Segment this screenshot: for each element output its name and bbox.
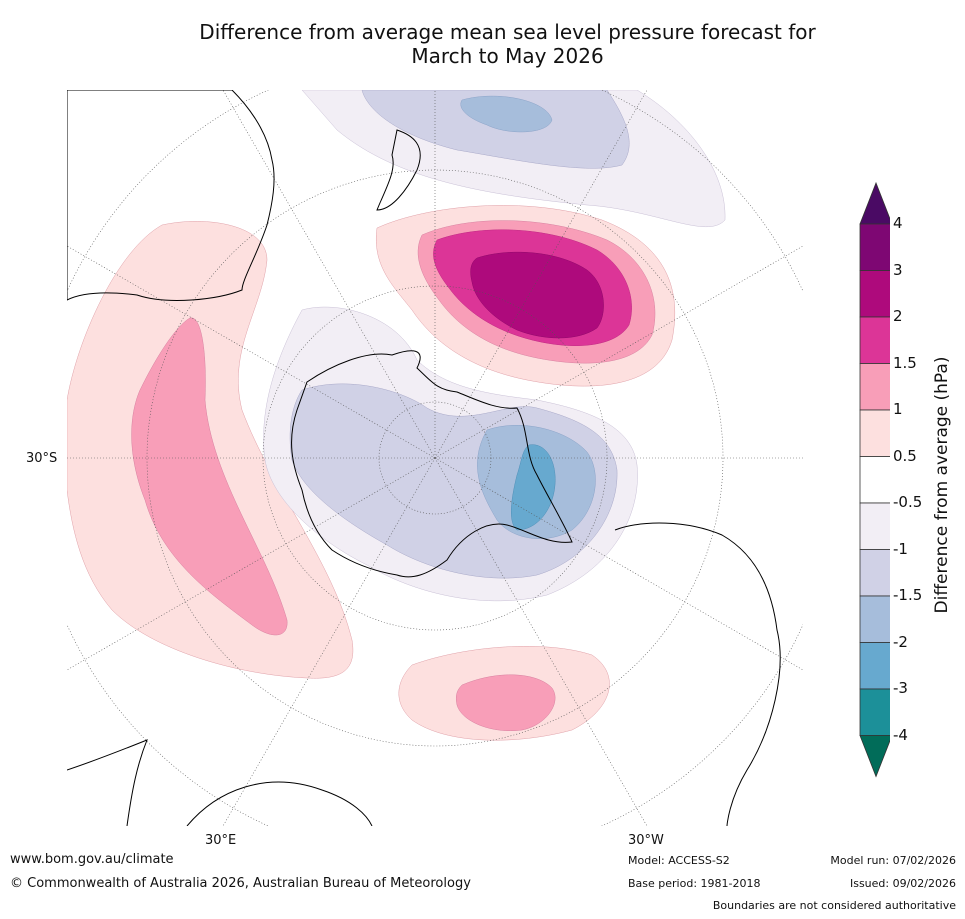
footer-model: Model: ACCESS-S2 [628, 854, 730, 867]
colorbar-bin-10 [859, 688, 890, 736]
colorbar-tick-label: -4 [893, 725, 908, 744]
label-30e: 30°E [205, 833, 237, 848]
colorbar-tick-label: 1.5 [893, 353, 917, 372]
anomaly-negative-north-mid [361, 90, 630, 169]
colorbar-tick-label: 4 [893, 214, 903, 232]
coastline-australia [67, 90, 275, 301]
colorbar-tick-label: -1 [893, 539, 908, 558]
colorbar-tick-label: -2 [893, 632, 908, 651]
colorbar-bin-1 [859, 270, 890, 318]
coastline-africa [67, 739, 373, 826]
chart-title: Difference from average mean sea level p… [40, 20, 965, 68]
colorbar-bin-7 [859, 549, 890, 597]
footer-base-period: Base period: 1981-2018 [628, 877, 761, 890]
chart-title-line1: Difference from average mean sea level p… [199, 20, 816, 44]
colorbar-bin-2 [859, 316, 890, 364]
colorbar [859, 181, 890, 778]
colorbar-bin-4 [859, 409, 890, 457]
anomaly-negative-antarctic-core [511, 444, 556, 531]
coastline-south-america [614, 522, 781, 826]
colorbar-tick-label: -1.5 [893, 586, 923, 604]
colorbar-extend-top [859, 181, 890, 225]
anomaly-positive-south-inner [455, 674, 556, 732]
footer-website: www.bom.gov.au/climate [10, 852, 174, 867]
colorbar-tick-label: -3 [893, 679, 908, 697]
footer-issued: Issued: 09/02/2026 [849, 877, 956, 890]
chart-title-line2: March to May 2026 [411, 44, 604, 68]
label-30w: 30°W [628, 833, 664, 848]
label-30s: 30°S [26, 451, 58, 466]
colorbar-tick-label: 1 [893, 400, 903, 418]
colorbar-title: Difference from average (hPa) [932, 356, 952, 614]
anomaly-positive-west-inner [131, 317, 288, 636]
colorbar-tick-label: 3 [893, 260, 903, 279]
anomaly-positive-ne-3 [470, 251, 604, 339]
anomaly-negative-north-inner [460, 95, 553, 133]
colorbar-bin-5 [859, 456, 890, 504]
polar-map [67, 90, 803, 826]
colorbar-tick-label: -0.5 [893, 493, 923, 511]
footer-copyright: © Commonwealth of Australia 2026, Austra… [10, 876, 471, 891]
colorbar-bin-0 [859, 223, 890, 271]
colorbar-bin-6 [859, 502, 890, 550]
footer-disclaimer: Boundaries are not considered authoritat… [712, 899, 956, 912]
coastline-new-zealand [376, 129, 421, 211]
coastline-antarctica [291, 350, 573, 578]
colorbar-bin-9 [859, 642, 890, 690]
colorbar-extend-bottom [859, 735, 890, 778]
footer-model-run: Model run: 07/02/2026 [830, 854, 956, 867]
colorbar-bin-3 [859, 363, 890, 411]
colorbar-tick-label: 2 [893, 307, 903, 325]
colorbar-tick-label: 0.5 [893, 446, 917, 465]
colorbar-bin-8 [859, 595, 890, 643]
